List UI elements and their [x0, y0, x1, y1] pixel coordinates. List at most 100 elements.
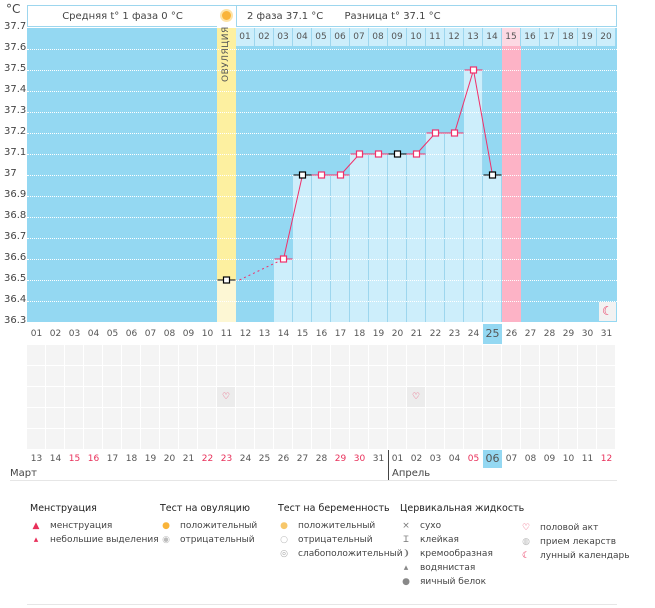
day-cell[interactable] [160, 387, 178, 407]
calendar-date[interactable]: 31 [372, 454, 385, 464]
calendar-date[interactable]: 23 [220, 454, 233, 464]
calendar-date[interactable]: 12 [600, 454, 613, 464]
day-cell[interactable] [426, 429, 444, 449]
day-cell[interactable] [122, 387, 140, 407]
day-cell[interactable] [483, 345, 501, 365]
day-cell[interactable] [578, 408, 596, 428]
day-cell[interactable] [274, 366, 292, 386]
day-cell[interactable] [122, 408, 140, 428]
day-cell[interactable] [255, 366, 273, 386]
cycle-day-label[interactable]: 18 [353, 329, 366, 339]
day-cell[interactable] [312, 429, 330, 449]
day-cell[interactable] [236, 387, 254, 407]
day-cell[interactable] [103, 429, 121, 449]
day-cell[interactable] [293, 408, 311, 428]
day-cell[interactable] [274, 387, 292, 407]
calendar-date[interactable]: 05 [467, 454, 480, 464]
day-cell[interactable] [255, 345, 273, 365]
day-cell[interactable] [331, 429, 349, 449]
day-cell[interactable] [122, 345, 140, 365]
day-cell[interactable] [217, 408, 235, 428]
day-cell[interactable] [369, 366, 387, 386]
day-cell[interactable] [502, 429, 520, 449]
calendar-date[interactable]: 06 [483, 450, 502, 468]
day-cell[interactable] [103, 345, 121, 365]
day-cell[interactable] [312, 345, 330, 365]
cycle-day-label[interactable]: 16 [315, 329, 328, 339]
day-cell[interactable] [312, 387, 330, 407]
day-cell[interactable] [84, 408, 102, 428]
calendar-date[interactable]: 26 [277, 454, 290, 464]
day-cell[interactable] [255, 387, 273, 407]
calendar-date[interactable]: 02 [410, 454, 423, 464]
day-cell[interactable] [578, 387, 596, 407]
moon-icon[interactable]: ☾ [599, 302, 616, 321]
day-cell[interactable] [274, 429, 292, 449]
day-cell[interactable] [521, 408, 539, 428]
day-cell[interactable] [179, 387, 197, 407]
day-cell[interactable] [179, 345, 197, 365]
day-cell[interactable] [464, 345, 482, 365]
day-cell[interactable] [445, 366, 463, 386]
day-cell[interactable] [217, 429, 235, 449]
cycle-day-label[interactable]: 29 [562, 329, 575, 339]
intercourse-heart-icon[interactable]: ♡ [407, 387, 425, 407]
day-cell[interactable] [141, 429, 159, 449]
day-cell[interactable] [217, 366, 235, 386]
day-cell[interactable] [521, 366, 539, 386]
day-cell[interactable] [46, 387, 64, 407]
day-cell[interactable] [274, 408, 292, 428]
day-cell[interactable] [122, 366, 140, 386]
day-cell[interactable] [445, 408, 463, 428]
calendar-date[interactable]: 20 [163, 454, 176, 464]
day-cell[interactable] [236, 366, 254, 386]
day-cell[interactable] [141, 345, 159, 365]
calendar-date[interactable]: 28 [315, 454, 328, 464]
day-cell[interactable] [597, 345, 615, 365]
day-cell[interactable] [597, 366, 615, 386]
calendar-date[interactable]: 08 [524, 454, 537, 464]
day-cell[interactable] [27, 429, 45, 449]
day-cell[interactable] [407, 429, 425, 449]
cycle-day-label[interactable]: 10 [201, 329, 214, 339]
day-cell[interactable] [103, 387, 121, 407]
calendar-date[interactable]: 07 [505, 454, 518, 464]
day-cell[interactable] [369, 429, 387, 449]
cycle-day-label[interactable]: 06 [125, 329, 138, 339]
day-cell[interactable] [179, 366, 197, 386]
temperature-chart[interactable]: ☾ [27, 28, 617, 322]
day-cell[interactable] [141, 387, 159, 407]
day-cell[interactable] [27, 387, 45, 407]
day-cell[interactable] [540, 429, 558, 449]
day-cell[interactable] [312, 408, 330, 428]
day-cell[interactable] [388, 408, 406, 428]
day-cell[interactable] [141, 366, 159, 386]
day-cell[interactable] [65, 429, 83, 449]
cycle-day-label[interactable]: 17 [334, 329, 347, 339]
day-cell[interactable] [46, 366, 64, 386]
day-cell[interactable] [293, 387, 311, 407]
day-cell[interactable] [293, 366, 311, 386]
day-cell[interactable] [350, 345, 368, 365]
day-cell[interactable] [426, 345, 444, 365]
cycle-day-label[interactable]: 31 [600, 329, 613, 339]
calendar-date[interactable]: 27 [296, 454, 309, 464]
day-cell[interactable] [179, 429, 197, 449]
day-cell[interactable] [293, 345, 311, 365]
day-cell[interactable] [160, 429, 178, 449]
cycle-day-label[interactable]: 20 [391, 329, 404, 339]
calendar-date[interactable]: 01 [391, 454, 404, 464]
day-cell[interactable] [350, 366, 368, 386]
day-cell[interactable] [388, 387, 406, 407]
cycle-day-label[interactable]: 12 [239, 329, 252, 339]
cycle-day-label[interactable]: 09 [182, 329, 195, 339]
cycle-day-label[interactable]: 23 [448, 329, 461, 339]
day-cell[interactable] [559, 345, 577, 365]
day-cell[interactable] [502, 408, 520, 428]
day-cell[interactable] [217, 345, 235, 365]
calendar-date[interactable]: 24 [239, 454, 252, 464]
day-cell[interactable] [559, 387, 577, 407]
day-cell[interactable] [84, 366, 102, 386]
day-cell[interactable] [103, 366, 121, 386]
calendar-date[interactable]: 30 [353, 454, 366, 464]
